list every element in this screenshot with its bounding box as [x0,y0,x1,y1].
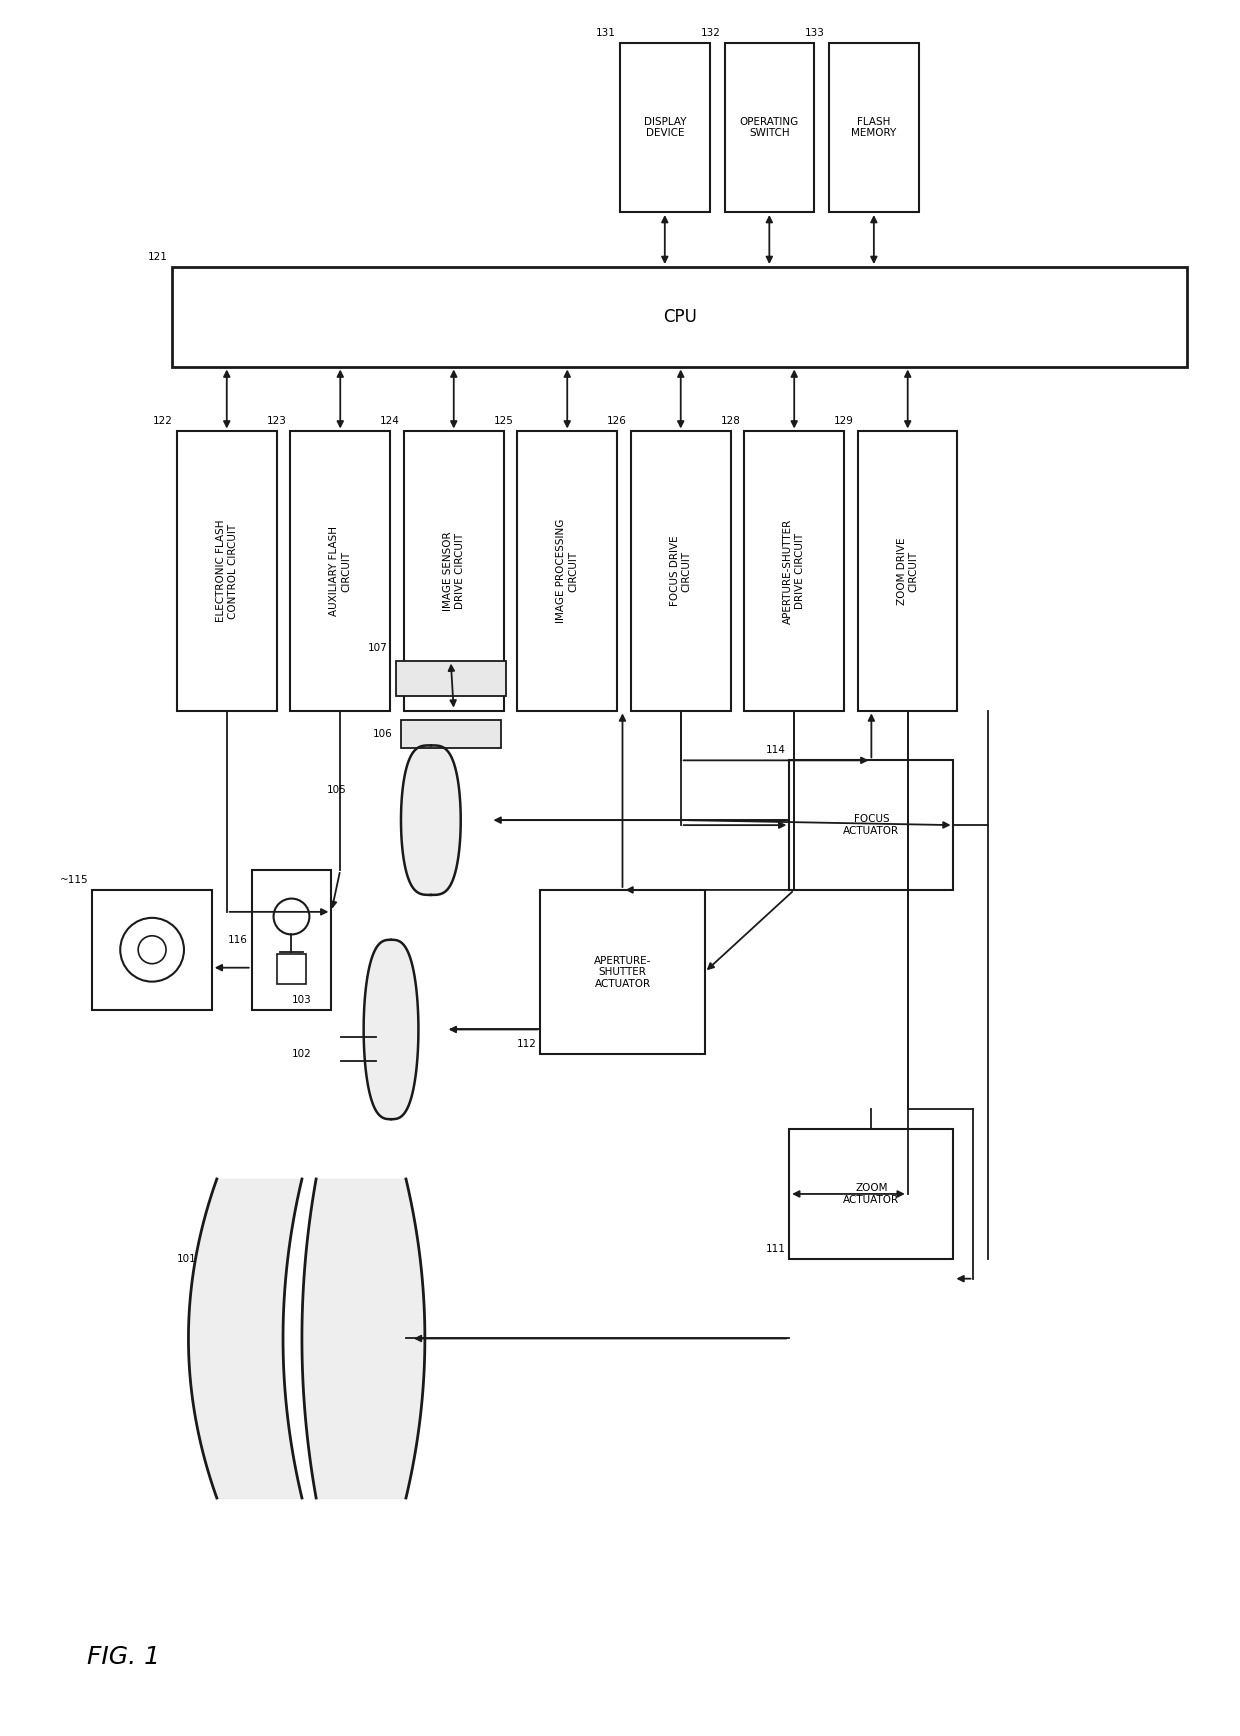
Bar [620,43,709,212]
Text: IMAGE SENSOR
DRIVE CIRCUIT: IMAGE SENSOR DRIVE CIRCUIT [443,531,465,611]
Text: APERTURE-SHUTTER
DRIVE CIRCUIT: APERTURE-SHUTTER DRIVE CIRCUIT [784,519,805,623]
Text: 102: 102 [291,1049,311,1059]
Text: FOCUS
ACTUATOR: FOCUS ACTUATOR [843,814,899,837]
Bar [724,43,815,212]
Bar [517,432,618,710]
Text: APERTURE-
SHUTTER
ACTUATOR: APERTURE- SHUTTER ACTUATOR [594,955,651,990]
Bar [830,43,919,212]
Bar [396,661,506,696]
Text: IMAGE PROCESSING
CIRCUIT: IMAGE PROCESSING CIRCUIT [557,519,578,623]
Bar [404,432,503,710]
Text: 114: 114 [765,745,785,755]
Text: ~115: ~115 [60,875,88,885]
Text: 105: 105 [326,785,346,795]
Bar [858,432,957,710]
Text: 131: 131 [596,28,616,38]
Bar [92,891,212,1010]
Text: 121: 121 [148,252,169,262]
Bar [290,432,391,710]
Text: 101: 101 [177,1253,197,1264]
Bar [172,267,1188,366]
Text: 133: 133 [805,28,825,38]
Text: CPU: CPU [663,307,697,326]
Text: FOCUS DRIVE
CIRCUIT: FOCUS DRIVE CIRCUIT [670,536,692,606]
Bar [631,432,730,710]
Text: ZOOM DRIVE
CIRCUIT: ZOOM DRIVE CIRCUIT [897,536,919,604]
Bar [277,953,306,984]
Text: 112: 112 [517,1040,537,1050]
Bar [744,432,844,710]
Text: 106: 106 [373,729,393,740]
Bar [177,432,277,710]
Bar [789,1128,954,1259]
Bar [401,720,501,748]
Text: 122: 122 [153,417,174,427]
Text: DISPLAY
DEVICE: DISPLAY DEVICE [644,116,686,139]
Text: ELECTRONIC FLASH
CONTROL CIRCUIT: ELECTRONIC FLASH CONTROL CIRCUIT [216,519,238,621]
Text: 116: 116 [228,934,248,944]
Text: 111: 111 [765,1243,785,1253]
Text: 103: 103 [291,995,311,1005]
Text: AUXILIARY FLASH
CIRCUIT: AUXILIARY FLASH CIRCUIT [330,526,351,616]
Text: 125: 125 [494,417,513,427]
Text: ZOOM
ACTUATOR: ZOOM ACTUATOR [843,1184,899,1205]
Bar [541,891,704,1054]
Text: 128: 128 [720,417,740,427]
Bar [252,870,331,1010]
Text: 126: 126 [608,417,627,427]
Text: OPERATING
SWITCH: OPERATING SWITCH [740,116,799,139]
Text: 123: 123 [267,417,286,427]
Text: 129: 129 [835,417,854,427]
Text: FIG. 1: FIG. 1 [87,1646,160,1670]
Text: 124: 124 [381,417,401,427]
Text: 107: 107 [368,642,388,653]
Text: FLASH
MEMORY: FLASH MEMORY [851,116,897,139]
Text: 132: 132 [701,28,720,38]
Bar [789,760,954,891]
